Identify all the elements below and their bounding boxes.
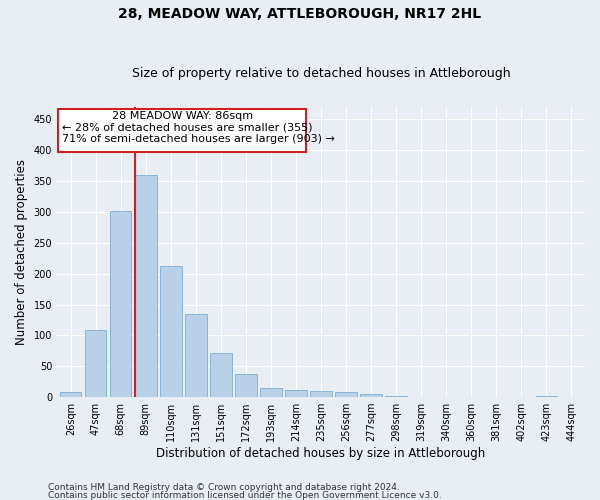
Text: Contains HM Land Registry data © Crown copyright and database right 2024.: Contains HM Land Registry data © Crown c… xyxy=(48,484,400,492)
Bar xyxy=(286,390,307,397)
Text: 28 MEADOW WAY: 86sqm: 28 MEADOW WAY: 86sqm xyxy=(112,112,253,122)
Text: Contains public sector information licensed under the Open Government Licence v3: Contains public sector information licen… xyxy=(48,490,442,500)
Bar xyxy=(235,374,257,397)
Bar xyxy=(185,314,206,397)
Bar xyxy=(310,391,332,397)
Bar xyxy=(160,266,182,397)
Bar xyxy=(110,210,131,397)
Bar xyxy=(60,392,82,397)
Title: Size of property relative to detached houses in Attleborough: Size of property relative to detached ho… xyxy=(132,66,511,80)
Bar xyxy=(85,330,106,397)
Text: 71% of semi-detached houses are larger (903) →: 71% of semi-detached houses are larger (… xyxy=(62,134,335,143)
Text: 28, MEADOW WAY, ATTLEBOROUGH, NR17 2HL: 28, MEADOW WAY, ATTLEBOROUGH, NR17 2HL xyxy=(118,8,482,22)
Bar xyxy=(260,388,281,397)
Bar xyxy=(361,394,382,397)
Bar xyxy=(385,396,407,397)
X-axis label: Distribution of detached houses by size in Attleborough: Distribution of detached houses by size … xyxy=(157,447,485,460)
FancyBboxPatch shape xyxy=(58,109,306,152)
Bar xyxy=(135,175,157,397)
Bar xyxy=(210,352,232,397)
Y-axis label: Number of detached properties: Number of detached properties xyxy=(15,159,28,345)
Bar xyxy=(335,392,356,397)
Bar xyxy=(536,396,557,397)
Text: ← 28% of detached houses are smaller (355): ← 28% of detached houses are smaller (35… xyxy=(62,122,313,132)
